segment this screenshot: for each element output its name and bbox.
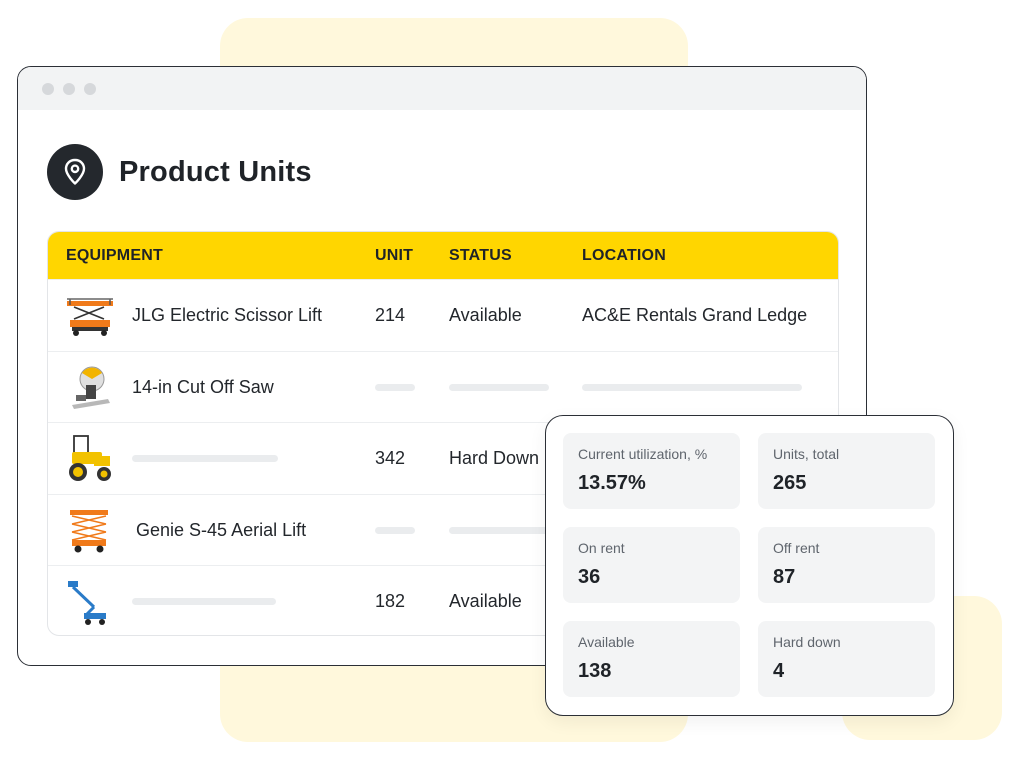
stat-value: 138 bbox=[578, 660, 612, 682]
status-placeholder bbox=[449, 495, 549, 566]
table-row[interactable]: JLG Electric Scissor Lift 214 Available … bbox=[48, 279, 838, 351]
status-placeholder bbox=[449, 352, 549, 423]
unit-placeholder bbox=[375, 352, 415, 423]
column-header-status[interactable]: STATUS bbox=[449, 247, 512, 264]
window-dot-maximize[interactable] bbox=[84, 82, 96, 95]
table-row[interactable]: 342 Hard Down bbox=[48, 422, 838, 494]
equipment-name[interactable]: JLG Electric Scissor Lift bbox=[132, 305, 323, 325]
stat-card-on-rent: On rent 36 bbox=[563, 527, 740, 603]
stat-card-units-total: Units, total 265 bbox=[758, 433, 935, 509]
stat-value: 13.57% bbox=[578, 472, 646, 494]
unit-location: AC&E Rentals Grand Ledge bbox=[582, 305, 808, 325]
table-row[interactable]: 182 Available bbox=[48, 565, 838, 635]
unit-status: Available bbox=[449, 305, 522, 325]
stat-value: 4 bbox=[773, 660, 785, 682]
table-header: EQUIPMENT UNIT STATUS LOCATION bbox=[48, 232, 838, 279]
stat-card-available: Available 138 bbox=[563, 621, 740, 697]
stat-label: On rent bbox=[578, 540, 625, 556]
table-row[interactable]: 14-in Cut Off Saw bbox=[48, 350, 838, 423]
window-dot-close[interactable] bbox=[42, 82, 54, 95]
location-placeholder bbox=[582, 352, 802, 423]
boom-lift-icon bbox=[68, 581, 106, 625]
unit-status: Hard Down bbox=[449, 448, 540, 468]
roller-compactor-icon bbox=[69, 435, 111, 481]
name-placeholder bbox=[132, 423, 278, 494]
column-header-equipment[interactable]: EQUIPMENT bbox=[66, 247, 163, 264]
unit-status: Available bbox=[449, 591, 522, 611]
stat-card-off-rent: Off rent 87 bbox=[758, 527, 935, 603]
stat-value: 87 bbox=[773, 566, 796, 588]
unit-placeholder bbox=[375, 495, 415, 566]
stat-label: Off rent bbox=[773, 540, 820, 556]
column-header-unit[interactable]: UNIT bbox=[375, 247, 414, 264]
stat-label: Hard down bbox=[773, 634, 841, 650]
unit-number: 342 bbox=[375, 448, 406, 468]
stat-label: Units, total bbox=[773, 446, 840, 462]
window-dot-minimize[interactable] bbox=[63, 82, 75, 95]
equipment-name[interactable]: 14-in Cut Off Saw bbox=[132, 376, 274, 397]
stat-card-hard-down: Hard down 4 bbox=[758, 621, 935, 697]
aerial-lift-icon bbox=[70, 509, 108, 552]
window-titlebar bbox=[18, 67, 866, 110]
cut-off-saw-icon bbox=[72, 366, 110, 409]
location-pin-icon bbox=[47, 144, 103, 200]
column-header-location[interactable]: LOCATION bbox=[582, 247, 666, 264]
stat-label: Available bbox=[578, 634, 635, 650]
stat-label: Current utilization, % bbox=[578, 446, 708, 462]
page-title: Product Units bbox=[119, 155, 312, 188]
name-placeholder bbox=[132, 566, 276, 635]
page-header: Product Units bbox=[47, 144, 312, 200]
utilization-stats-panel: Current utilization, % 13.57% Units, tot… bbox=[545, 415, 954, 716]
table-row[interactable]: Genie S-45 Aerial Lift bbox=[48, 493, 838, 566]
scissor-lift-icon bbox=[67, 298, 113, 336]
stat-value: 265 bbox=[773, 472, 807, 494]
unit-number: 182 bbox=[375, 591, 406, 611]
stat-card-current-utilization: Current utilization, % 13.57% bbox=[563, 433, 740, 509]
stat-value: 36 bbox=[578, 566, 601, 588]
equipment-name[interactable]: Genie S-45 Aerial Lift bbox=[136, 519, 307, 540]
unit-number: 214 bbox=[375, 305, 406, 325]
product-units-table: EQUIPMENT UNIT STATUS LOCATION JLG Elect… bbox=[47, 231, 839, 636]
